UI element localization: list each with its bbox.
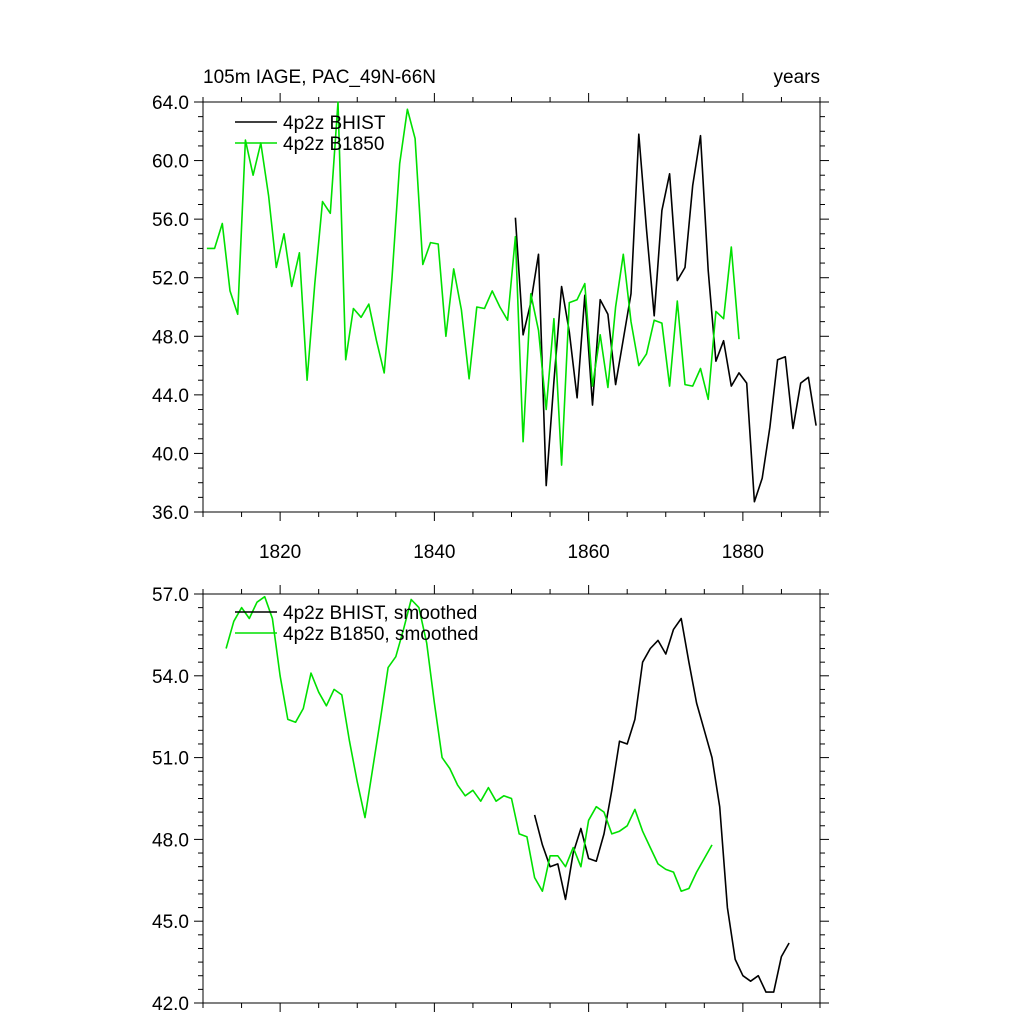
y-tick-label: 44.0	[152, 386, 189, 407]
y-tick-label: 48.0	[152, 327, 189, 348]
legend-label: 4p2z B1850	[283, 134, 384, 155]
bottom-panel-smoothed: 42.0 45.0 48.0 51.0 54.0 57.0 4p2z BHIST, smoo…	[152, 585, 829, 1015]
x-tick-label: 1840	[413, 542, 455, 563]
top-panel-raw: 1820 1840 1860 1880 36.0 40.0 44.0 48.0 52.0 56.0…	[152, 93, 829, 563]
y-tick-label: 54.0	[152, 667, 189, 688]
y-tick-label: 56.0	[152, 210, 189, 231]
x-tick-label: 1860	[567, 542, 609, 563]
y-tick-label: 52.0	[152, 269, 189, 290]
b1850-series-line	[225, 595, 713, 893]
y-tick-label: 40.0	[152, 444, 189, 465]
x-tick-label: 1820	[259, 542, 301, 563]
y-tick-label: 57.0	[152, 585, 189, 606]
y-tick-label: 36.0	[152, 503, 189, 524]
x-tick-label: 1880	[722, 542, 764, 563]
y-tick-label: 48.0	[152, 830, 189, 851]
b1850-series-line	[206, 101, 740, 466]
y-tick-label: 60.0	[152, 152, 189, 173]
legend-label: 4p2z BHIST	[283, 113, 386, 134]
plot-frame	[202, 101, 821, 513]
y-tick-label: 51.0	[152, 749, 189, 770]
legend-label: 4p2z B1850, smoothed	[283, 624, 478, 645]
bhist-series-line	[514, 133, 817, 503]
y-tick-label: 42.0	[152, 994, 189, 1015]
chart-title: 105m IAGE, PAC_49N-66N	[203, 67, 436, 88]
legend-label: 4p2z BHIST, smoothed	[283, 603, 477, 624]
y-tick-label: 45.0	[152, 912, 189, 933]
y-tick-label: 64.0	[152, 93, 189, 114]
chart-units-label: years	[774, 67, 820, 88]
bhist-series-line	[533, 617, 790, 993]
